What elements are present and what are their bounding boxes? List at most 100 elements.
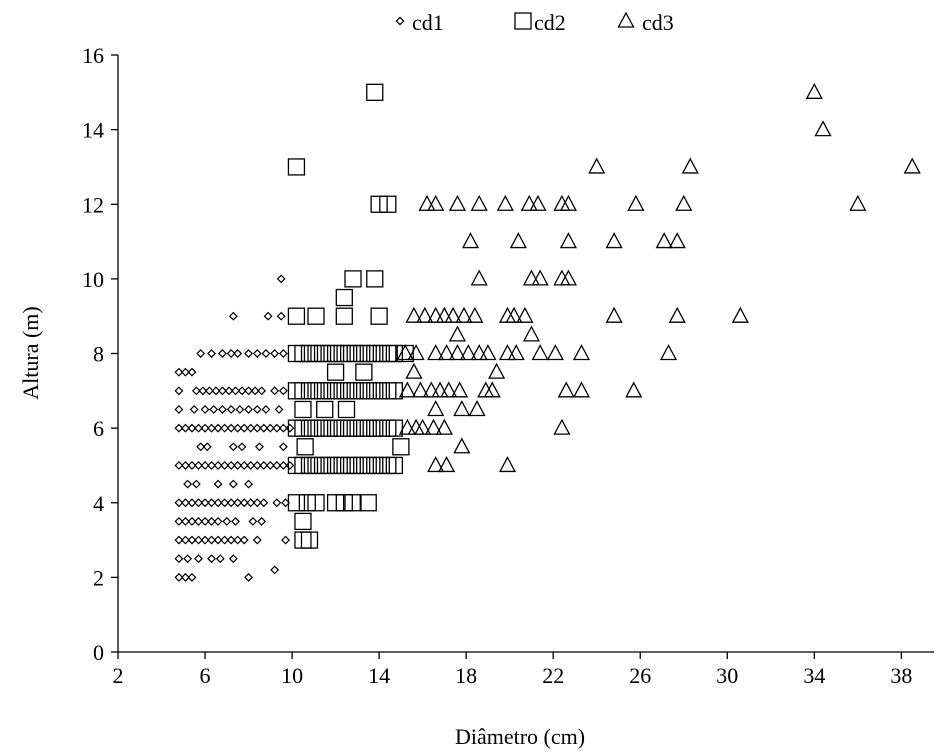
data-point-cd1 (220, 498, 230, 508)
data-point-cd3 (546, 344, 564, 361)
data-point-cd3 (731, 306, 749, 323)
data-point-cd1 (252, 349, 262, 358)
data-point-cd1 (257, 386, 267, 396)
x-tick-label: 22 (542, 663, 564, 688)
data-point-cd1 (213, 516, 223, 526)
data-point-cd2 (392, 438, 410, 456)
data-point-cd3 (444, 306, 462, 323)
data-point-cd3 (805, 82, 823, 99)
data-point-cd2 (335, 307, 353, 325)
data-point-cd2 (307, 307, 325, 325)
data-point-cd3 (572, 344, 591, 361)
data-point-cd1 (261, 405, 271, 414)
data-point-cd1 (187, 367, 197, 377)
data-point-cd3 (588, 157, 606, 174)
data-point-cd1 (196, 442, 206, 452)
data-point-cd1 (211, 386, 221, 396)
data-point-cd1 (233, 349, 243, 358)
data-point-cd2 (296, 438, 314, 456)
data-point-cd3 (505, 306, 523, 323)
data-point-cd1 (281, 535, 291, 545)
data-point-cd1 (200, 405, 210, 414)
data-point-cd1 (274, 405, 284, 414)
data-point-cd1 (181, 423, 190, 433)
y-tick-label: 8 (93, 342, 104, 367)
data-point-cd3 (531, 344, 549, 361)
data-point-cd2 (344, 494, 362, 512)
data-point-cd3 (903, 157, 921, 174)
y-tick-label: 14 (82, 118, 104, 143)
data-point-cd1 (226, 535, 236, 545)
data-point-cd1 (276, 274, 286, 284)
data-point-cd3 (451, 381, 469, 398)
data-point-cd1 (244, 405, 254, 414)
legend-item-cd1: cd1 (395, 10, 444, 35)
data-point-cd1 (174, 554, 184, 564)
data-point-cd2 (335, 288, 353, 307)
data-point-cd1 (248, 516, 258, 526)
data-point-cd2 (335, 494, 353, 512)
data-point-cd1 (226, 423, 236, 433)
data-point-cd1 (174, 405, 184, 414)
data-point-cd1 (259, 423, 269, 433)
data-point-cd1 (233, 498, 243, 508)
data-point-cd1 (217, 405, 227, 414)
legend-label: cd3 (642, 10, 674, 35)
data-point-cd3 (427, 400, 445, 417)
y-tick-label: 6 (93, 416, 104, 441)
data-point-cd3 (437, 456, 456, 473)
data-point-cd1 (226, 405, 236, 414)
data-point-cd3 (557, 381, 575, 398)
data-point-cd1 (237, 386, 247, 396)
data-point-cd3 (405, 306, 423, 323)
data-point-cd1 (183, 479, 193, 489)
data-point-cd1 (233, 460, 243, 470)
data-point-cd1 (231, 516, 240, 526)
data-point-cd1 (224, 386, 234, 396)
data-point-cd1 (239, 460, 249, 470)
data-point-cd1 (207, 423, 217, 433)
x-tick-label: 26 (629, 663, 651, 688)
data-point-cd1 (272, 460, 282, 470)
data-point-cd3 (453, 437, 471, 454)
data-point-cd1 (252, 405, 262, 414)
data-point-cd1 (278, 349, 288, 358)
data-point-cd3 (396, 344, 414, 361)
data-point-cd3 (559, 232, 578, 249)
legend-marker-cd2 (514, 12, 532, 30)
x-tick-label: 34 (803, 663, 825, 688)
data-point-cd1 (226, 498, 236, 508)
data-point-cd1 (207, 535, 217, 545)
data-point-cd1 (237, 442, 247, 452)
data-point-cd3 (509, 232, 527, 249)
data-point-cd1 (285, 460, 295, 470)
y-tick-label: 2 (93, 565, 104, 590)
data-point-cd3 (437, 344, 456, 361)
data-point-cd1 (239, 535, 249, 545)
data-point-cd1 (233, 423, 243, 433)
x-tick-label: 30 (716, 663, 738, 688)
data-point-cd1 (181, 535, 190, 545)
data-point-cd1 (226, 349, 236, 358)
y-tick-label: 10 (82, 267, 104, 292)
data-point-cd3 (668, 306, 686, 323)
data-point-cd1 (246, 423, 256, 433)
x-axis-ticks: 2 6 10 14 18 22 26 30 34 38 (113, 652, 912, 688)
data-point-cd3 (427, 344, 445, 361)
data-point-cd1 (174, 423, 184, 433)
legend-label: cd2 (534, 10, 566, 35)
data-point-cd2 (294, 512, 312, 531)
data-point-cd1 (194, 423, 203, 433)
data-point-cd2 (294, 400, 312, 419)
data-point-cd2 (385, 382, 404, 400)
data-point-cd1 (226, 460, 236, 470)
data-point-cd1 (257, 516, 267, 526)
data-point-cd1 (259, 498, 269, 508)
data-point-cd3 (398, 381, 416, 398)
data-point-cd1 (261, 349, 271, 358)
y-axis-ticks: 0 2 4 6 8 10 12 14 16 (82, 43, 118, 665)
data-point-cd1 (181, 516, 190, 526)
data-point-cd2 (307, 494, 325, 512)
data-point-cd3 (468, 400, 486, 417)
